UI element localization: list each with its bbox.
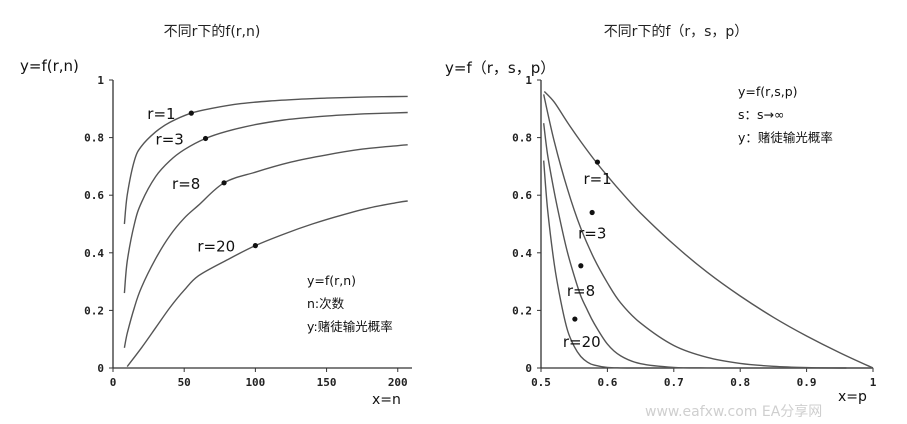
right-x-tick-label: 1: [870, 376, 877, 389]
right-curve-labels: r=1 r=3 r=8 r=20: [563, 170, 612, 351]
left-series-line-r20: [126, 200, 408, 368]
left-y-tick-label: 0: [97, 362, 104, 375]
right-marker-r20: [572, 316, 578, 322]
chart-left: 不同r下的f(r,n) y=f(r,n) x=n 0 50 100 150 200 0 0.…: [20, 24, 412, 408]
left-marker-r3: [202, 135, 209, 142]
right-curves: [543, 91, 874, 369]
left-series-label-r1: r=1: [147, 105, 175, 123]
right-marker-r3: [589, 209, 595, 216]
left-y-tick-label: 0.6: [84, 189, 104, 202]
left-y-tick-label: 1: [97, 74, 104, 87]
right-x-tick-label: 0.8: [730, 376, 750, 389]
left-marker-r8: [221, 180, 227, 186]
right-series-label-r8: r=8: [567, 282, 595, 300]
right-series-label-r20: r=20: [563, 333, 601, 351]
left-note-2: n:次数: [307, 296, 345, 311]
left-y-tick-label: 0.4: [84, 247, 104, 260]
right-y-tick-label: 0.8: [512, 132, 532, 145]
left-series-line-r8: [123, 144, 408, 348]
right-marker-r1: [594, 159, 601, 165]
left-curves: [123, 95, 408, 368]
left-series-label-r20: r=20: [197, 238, 235, 256]
watermark: www.eafxw.com EA分享网: [645, 403, 822, 420]
left-x-tick-label: 0: [110, 376, 117, 389]
right-x-tick-label: 0.6: [597, 376, 617, 389]
left-x-tick-label: 200: [388, 376, 408, 389]
left-y-axis-label: y=f(r,n): [20, 57, 79, 75]
right-series-line-r20: [543, 160, 674, 369]
left-marker-r20: [252, 243, 258, 249]
right-y-axis-label: y=f（r，s，p）: [445, 59, 555, 77]
right-y-tick-label: 0: [525, 362, 532, 375]
right-note-2: s：s→∞: [738, 107, 784, 122]
left-note-3: y:赌徒输光概率: [307, 319, 393, 334]
left-series-label-r3: r=3: [156, 130, 184, 148]
right-series-line-r1: [543, 91, 874, 369]
right-x-tick-label: 0.7: [664, 376, 684, 389]
right-x-tick-label: 0.9: [797, 376, 817, 389]
left-marker-r1: [188, 110, 194, 116]
right-marker-r8: [578, 263, 584, 269]
left-ticks: 0 50 100 150 200 0 0.2 0.4 0.6 0.8 1: [84, 74, 408, 389]
right-note-3: y：赌徒输光概率: [738, 130, 833, 145]
left-note-1: y=f(r,n): [307, 273, 356, 288]
left-series-line-r1: [123, 95, 408, 225]
left-curve-labels: r=1 r=3 r=8 r=20: [147, 105, 235, 255]
left-x-tick-label: 100: [245, 376, 265, 389]
right-series-line-r8: [543, 123, 847, 369]
chart-right: 不同r下的f（r，s，p） y=f（r，s，p） x=p 0.5 0.6 0.7 0.…: [445, 24, 877, 405]
right-y-tick-label: 0.2: [512, 304, 532, 317]
right-y-tick-label: 1: [525, 74, 532, 87]
right-y-tick-label: 0.6: [512, 189, 532, 202]
right-ticks: 0.5 0.6 0.7 0.8 0.9 1 0 0.2 0.4 0.6 0.8 1: [512, 74, 877, 389]
left-y-tick-label: 0.8: [84, 132, 104, 145]
right-series-label-r1: r=1: [583, 170, 611, 188]
right-x-tick-label: 0.5: [531, 376, 551, 389]
left-y-tick-label: 0.2: [84, 304, 104, 317]
right-series-label-r3: r=3: [578, 224, 606, 242]
left-series-label-r8: r=8: [172, 175, 200, 193]
left-x-tick-label: 150: [317, 376, 337, 389]
left-x-tick-label: 50: [178, 376, 191, 389]
left-x-axis-label: x=n: [372, 392, 401, 408]
right-note-1: y=f(r,s,p): [738, 84, 798, 99]
left-chart-title: 不同r下的f(r,n): [164, 24, 261, 40]
right-chart-title: 不同r下的f（r，s，p）: [604, 24, 749, 40]
right-y-tick-label: 0.4: [512, 247, 532, 260]
right-x-axis-label: x=p: [838, 389, 867, 405]
